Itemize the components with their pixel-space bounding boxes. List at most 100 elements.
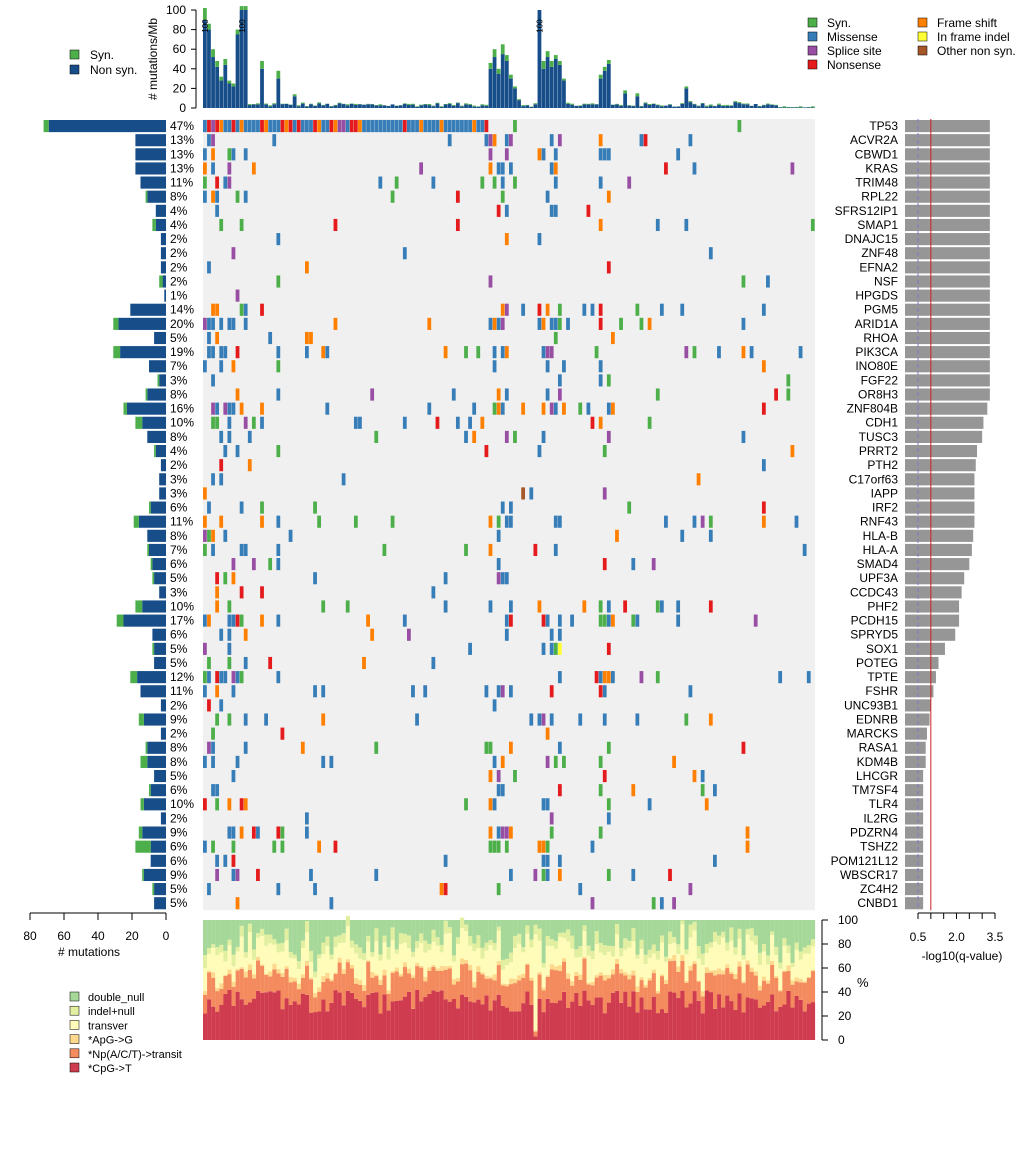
legend-spectrum-swatch [69, 1020, 80, 1030]
mutation-cell [207, 331, 211, 345]
spectrum-segment [562, 958, 567, 962]
mutation-cell [325, 120, 330, 133]
mutation-cell [211, 134, 215, 147]
mutation-cell [247, 430, 252, 443]
spectrum-segment [619, 956, 624, 969]
spectrum-segment [549, 969, 554, 1003]
rate-bar-nonsyn [419, 105, 424, 108]
spectrum-segment [468, 920, 473, 937]
gene-percent: 5% [170, 571, 188, 585]
spectrum-segment [251, 978, 257, 999]
spectrum-segment [570, 1001, 575, 1040]
rate-bar-nonsyn [611, 104, 615, 108]
rate-bar-nonsyn [386, 106, 391, 108]
spectrum-segment [260, 964, 265, 966]
spectrum-segment [668, 944, 673, 959]
spectrum-segment [321, 999, 326, 1040]
spectrum-segment [337, 992, 342, 1040]
mutation-cell [492, 360, 497, 373]
spectrum-segment [468, 945, 473, 965]
legend-nonsyn-label: Non syn. [90, 63, 137, 77]
mutation-cell [464, 120, 468, 133]
spectrum-segment [345, 926, 350, 960]
rate-bar-nonsyn [394, 105, 399, 108]
mutation-cell [500, 190, 505, 203]
qvalue-bar [905, 247, 990, 260]
qvalue-tick-label: 0.5 [910, 930, 927, 944]
mutation-cell [557, 671, 562, 684]
spectrum-segment [574, 949, 579, 958]
spectrum-segment [529, 980, 534, 1005]
spectrum-segment [345, 959, 350, 963]
spectrum-segment [537, 974, 542, 999]
rate-bar-nonsyn [774, 105, 778, 108]
rate-bar-syn [525, 104, 530, 106]
mutation-cell [203, 543, 207, 557]
spectrum-segment [402, 933, 408, 943]
gene-label: ZNF48 [861, 246, 898, 260]
spectrum-segment [635, 991, 640, 1013]
spectrum-segment [260, 965, 265, 993]
count-bar-syn [157, 374, 160, 387]
spectrum-segment [349, 968, 355, 993]
rate-bar-syn [333, 104, 338, 106]
spectrum-segment [761, 920, 767, 944]
spectrum-segment [676, 920, 681, 945]
spectrum-segment [443, 966, 448, 970]
rate-bar-nonsyn [366, 104, 370, 108]
spectrum-segment [268, 976, 273, 992]
rate-bar-nonsyn [272, 104, 277, 108]
spectrum-segment [296, 989, 302, 1005]
mutation-cell [488, 840, 493, 853]
spectrum-segment [443, 999, 448, 1040]
mutation-cell [260, 614, 264, 627]
mutation-cell [439, 120, 444, 133]
spectrum-segment [700, 996, 705, 1014]
spectrum-segment [766, 980, 771, 984]
mutation-cell [333, 840, 338, 853]
spectrum-segment [745, 997, 750, 1040]
rate-bar-syn [708, 104, 713, 106]
spectrum-segment [566, 1007, 571, 1040]
mutation-grid [203, 119, 815, 911]
spectrum-segment [231, 1005, 236, 1040]
mutation-cell [207, 346, 211, 359]
spectrum-segment [753, 999, 758, 1040]
spectrum-segment [325, 920, 330, 937]
rate-bar-nonsyn [362, 104, 366, 108]
mutation-cell [378, 176, 383, 189]
spectrum-segment [460, 958, 465, 965]
spectrum-segment [631, 928, 636, 942]
spectrum-segment [203, 920, 208, 956]
count-bar-nonsyn [160, 699, 166, 712]
spectrum-segment [484, 995, 489, 1040]
mutation-cell [464, 346, 468, 359]
qvalue-bar [905, 769, 924, 783]
mutation-cell [553, 543, 558, 557]
count-bar-syn [113, 346, 121, 359]
mutation-cell [305, 812, 309, 825]
mutation-cell [333, 218, 338, 232]
rate-bar-nonsyn [708, 105, 713, 108]
count-bar-nonsyn [147, 190, 166, 203]
spectrum-segment [480, 958, 485, 973]
mutation-cell [509, 515, 513, 528]
spectrum-segment [341, 969, 346, 974]
spectrum-segment [276, 973, 281, 991]
rate-bar-nonsyn [215, 66, 220, 108]
gene-percent: 7% [170, 359, 188, 373]
mutation-cell [231, 671, 236, 684]
rate-bar-syn [317, 102, 322, 104]
mutation-cell [325, 402, 330, 415]
mutation-cell [708, 529, 713, 542]
rate-bar-nonsyn [721, 106, 725, 108]
mutation-cell [500, 402, 505, 415]
mutation-cell [231, 120, 236, 133]
spectrum-segment [382, 935, 387, 943]
spectrum-segment [521, 952, 526, 974]
spectrum-segment [810, 920, 816, 940]
rate-bar-syn [451, 104, 456, 106]
spectrum-segment [386, 1010, 391, 1040]
spectrum-segment [655, 993, 661, 1014]
rate-bar-nonsyn [378, 105, 383, 108]
